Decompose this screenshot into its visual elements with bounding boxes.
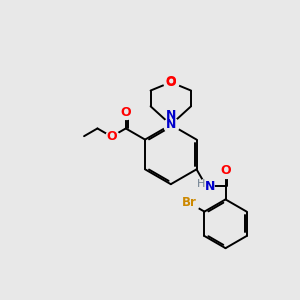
Text: O: O: [166, 75, 176, 88]
Text: O: O: [166, 76, 176, 89]
Text: Br: Br: [182, 196, 197, 209]
Text: O: O: [120, 106, 131, 118]
Text: N: N: [205, 180, 215, 193]
Text: O: O: [220, 164, 231, 177]
Text: H: H: [197, 179, 205, 189]
Text: O: O: [106, 130, 117, 143]
Text: N: N: [166, 118, 176, 131]
Text: N: N: [166, 110, 176, 122]
